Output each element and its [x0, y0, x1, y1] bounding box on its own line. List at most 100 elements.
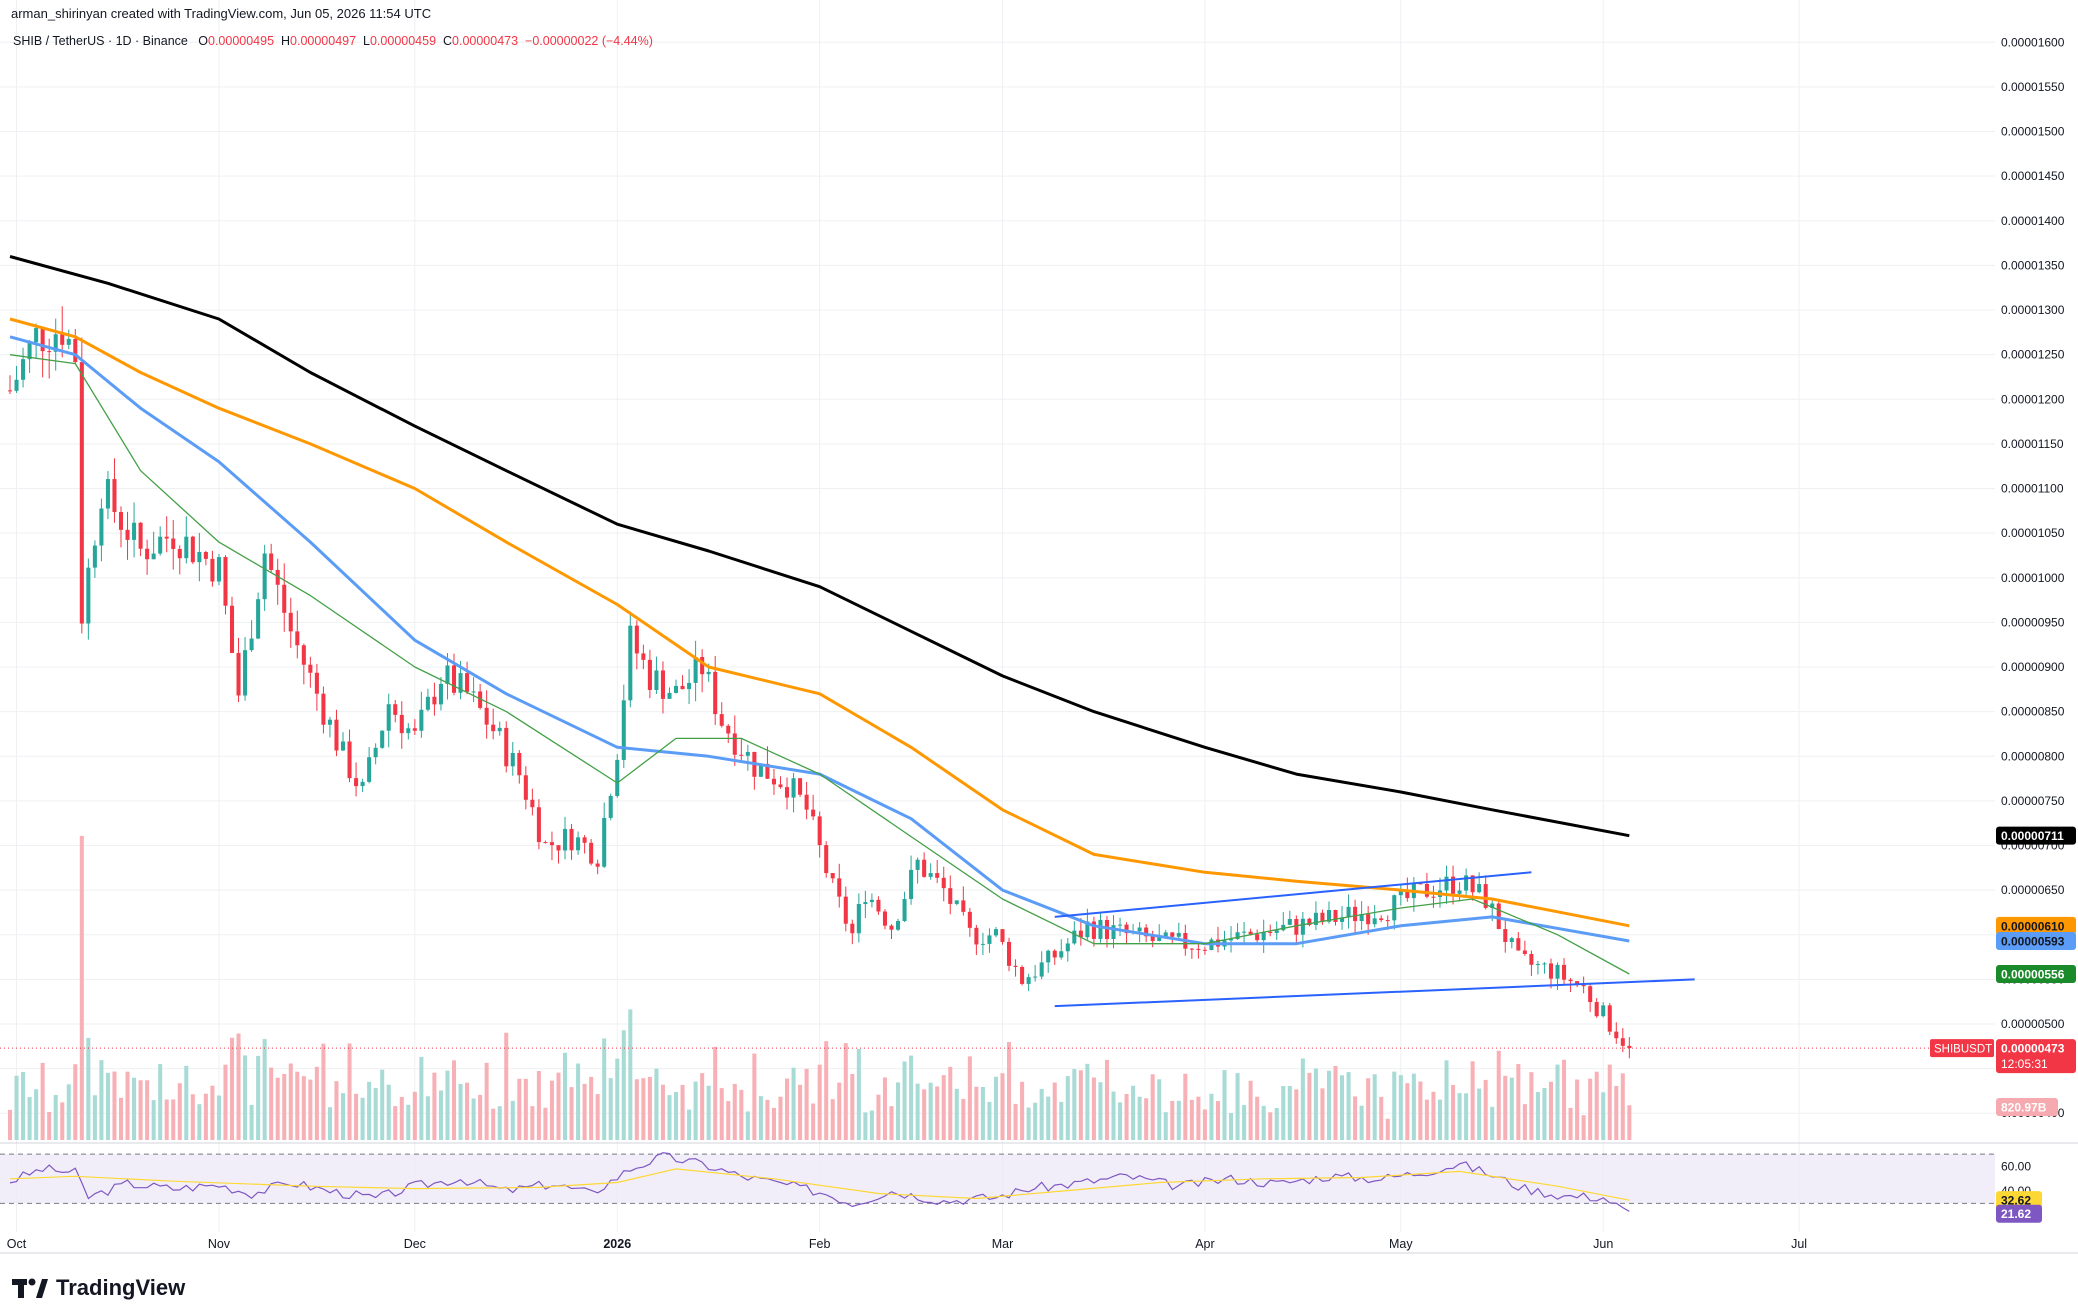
candle-body[interactable]	[282, 584, 287, 613]
candle-body[interactable]	[1065, 943, 1070, 952]
candle-body[interactable]	[393, 704, 398, 715]
candle-body[interactable]	[1039, 962, 1044, 977]
candle-body[interactable]	[1503, 929, 1508, 942]
candle-body[interactable]	[256, 599, 261, 639]
candle-body[interactable]	[1353, 906, 1358, 922]
candle-body[interactable]	[1242, 931, 1247, 933]
candle-body[interactable]	[223, 557, 228, 606]
candle-body[interactable]	[1176, 932, 1181, 937]
candle-body[interactable]	[1248, 931, 1253, 935]
candle-body[interactable]	[1163, 932, 1168, 937]
candle-body[interactable]	[60, 334, 65, 345]
candle-body[interactable]	[1196, 948, 1201, 950]
candle-body[interactable]	[1157, 936, 1162, 941]
candle-body[interactable]	[882, 911, 887, 926]
candle-body[interactable]	[595, 863, 600, 867]
candle-body[interactable]	[1496, 903, 1501, 930]
candle-body[interactable]	[1281, 924, 1286, 931]
candle-body[interactable]	[863, 902, 868, 905]
candle-body[interactable]	[229, 605, 235, 653]
candle-body[interactable]	[843, 896, 848, 924]
candle-body[interactable]	[993, 929, 998, 936]
candle-body[interactable]	[569, 828, 574, 851]
candle-body[interactable]	[549, 842, 554, 846]
candle-body[interactable]	[1372, 918, 1377, 925]
candle-body[interactable]	[1118, 924, 1123, 926]
candle-body[interactable]	[1483, 884, 1488, 908]
candle-body[interactable]	[1294, 919, 1299, 935]
candle-body[interactable]	[909, 869, 914, 900]
candle-body[interactable]	[517, 752, 522, 776]
candle-body[interactable]	[1124, 924, 1129, 934]
candle-body[interactable]	[1333, 910, 1338, 922]
candle-body[interactable]	[778, 784, 783, 788]
candle-body[interactable]	[628, 625, 633, 701]
candle-body[interactable]	[269, 553, 274, 570]
candle-body[interactable]	[961, 900, 966, 912]
candle-body[interactable]	[1046, 950, 1051, 963]
candle-body[interactable]	[556, 845, 561, 851]
candle-body[interactable]	[1137, 927, 1142, 932]
candle-body[interactable]	[21, 359, 26, 380]
candle-body[interactable]	[791, 778, 796, 798]
candle-body[interactable]	[399, 714, 404, 734]
candle-body[interactable]	[543, 842, 548, 844]
candle-body[interactable]	[922, 859, 927, 877]
candle-body[interactable]	[1477, 884, 1482, 893]
candle-body[interactable]	[1379, 918, 1384, 921]
candle-body[interactable]	[967, 911, 972, 928]
candle-body[interactable]	[1424, 884, 1429, 897]
candle-body[interactable]	[1548, 963, 1554, 979]
candle-body[interactable]	[1091, 921, 1096, 939]
candle-body[interactable]	[634, 625, 639, 654]
candle-body[interactable]	[171, 538, 176, 549]
candle-body[interactable]	[562, 828, 568, 851]
candle-body[interactable]	[210, 558, 215, 582]
trendline-upper[interactable]	[1054, 871, 1532, 918]
candle-body[interactable]	[1033, 976, 1038, 978]
candle-body[interactable]	[647, 659, 652, 690]
candle-body[interactable]	[1555, 964, 1560, 979]
candle-body[interactable]	[1444, 876, 1449, 891]
candle-body[interactable]	[425, 696, 430, 710]
candle-body[interactable]	[1287, 919, 1292, 925]
candle-body[interactable]	[889, 925, 894, 930]
candle-body[interactable]	[249, 638, 254, 651]
candle-body[interactable]	[484, 707, 489, 725]
candle-body[interactable]	[1059, 951, 1064, 958]
candle-body[interactable]	[118, 511, 124, 530]
candle-body[interactable]	[1170, 932, 1175, 937]
candle-body[interactable]	[1366, 914, 1371, 925]
candle-body[interactable]	[1451, 876, 1456, 894]
candle-body[interactable]	[1470, 875, 1475, 893]
candle-body[interactable]	[1607, 1005, 1612, 1032]
candle-body[interactable]	[1601, 1005, 1606, 1017]
candle-body[interactable]	[99, 508, 104, 546]
candle-body[interactable]	[1509, 938, 1514, 942]
candle-body[interactable]	[1535, 963, 1540, 965]
candle-body[interactable]	[798, 778, 803, 795]
candle-body[interactable]	[654, 670, 659, 690]
candle-body[interactable]	[510, 752, 515, 767]
candle-body[interactable]	[1104, 919, 1109, 940]
candle-body[interactable]	[641, 653, 646, 660]
candle-body[interactable]	[1359, 914, 1364, 922]
candle-body[interactable]	[354, 778, 359, 787]
candle-body[interactable]	[856, 904, 861, 934]
candle-body[interactable]	[419, 709, 424, 731]
candle-body[interactable]	[1255, 934, 1260, 941]
candle-body[interactable]	[928, 873, 933, 877]
candle-body[interactable]	[373, 747, 378, 758]
candle-body[interactable]	[713, 671, 718, 715]
candle-body[interactable]	[1300, 918, 1305, 935]
candle-body[interactable]	[1000, 929, 1005, 942]
candle-body[interactable]	[216, 557, 221, 582]
candle-body[interactable]	[1150, 936, 1155, 941]
candle-body[interactable]	[1620, 1038, 1625, 1046]
candle-body[interactable]	[1313, 912, 1318, 925]
candle-body[interactable]	[327, 719, 332, 725]
candle-body[interactable]	[1542, 963, 1547, 965]
candle-body[interactable]	[412, 728, 417, 731]
candle-body[interactable]	[1562, 964, 1567, 980]
